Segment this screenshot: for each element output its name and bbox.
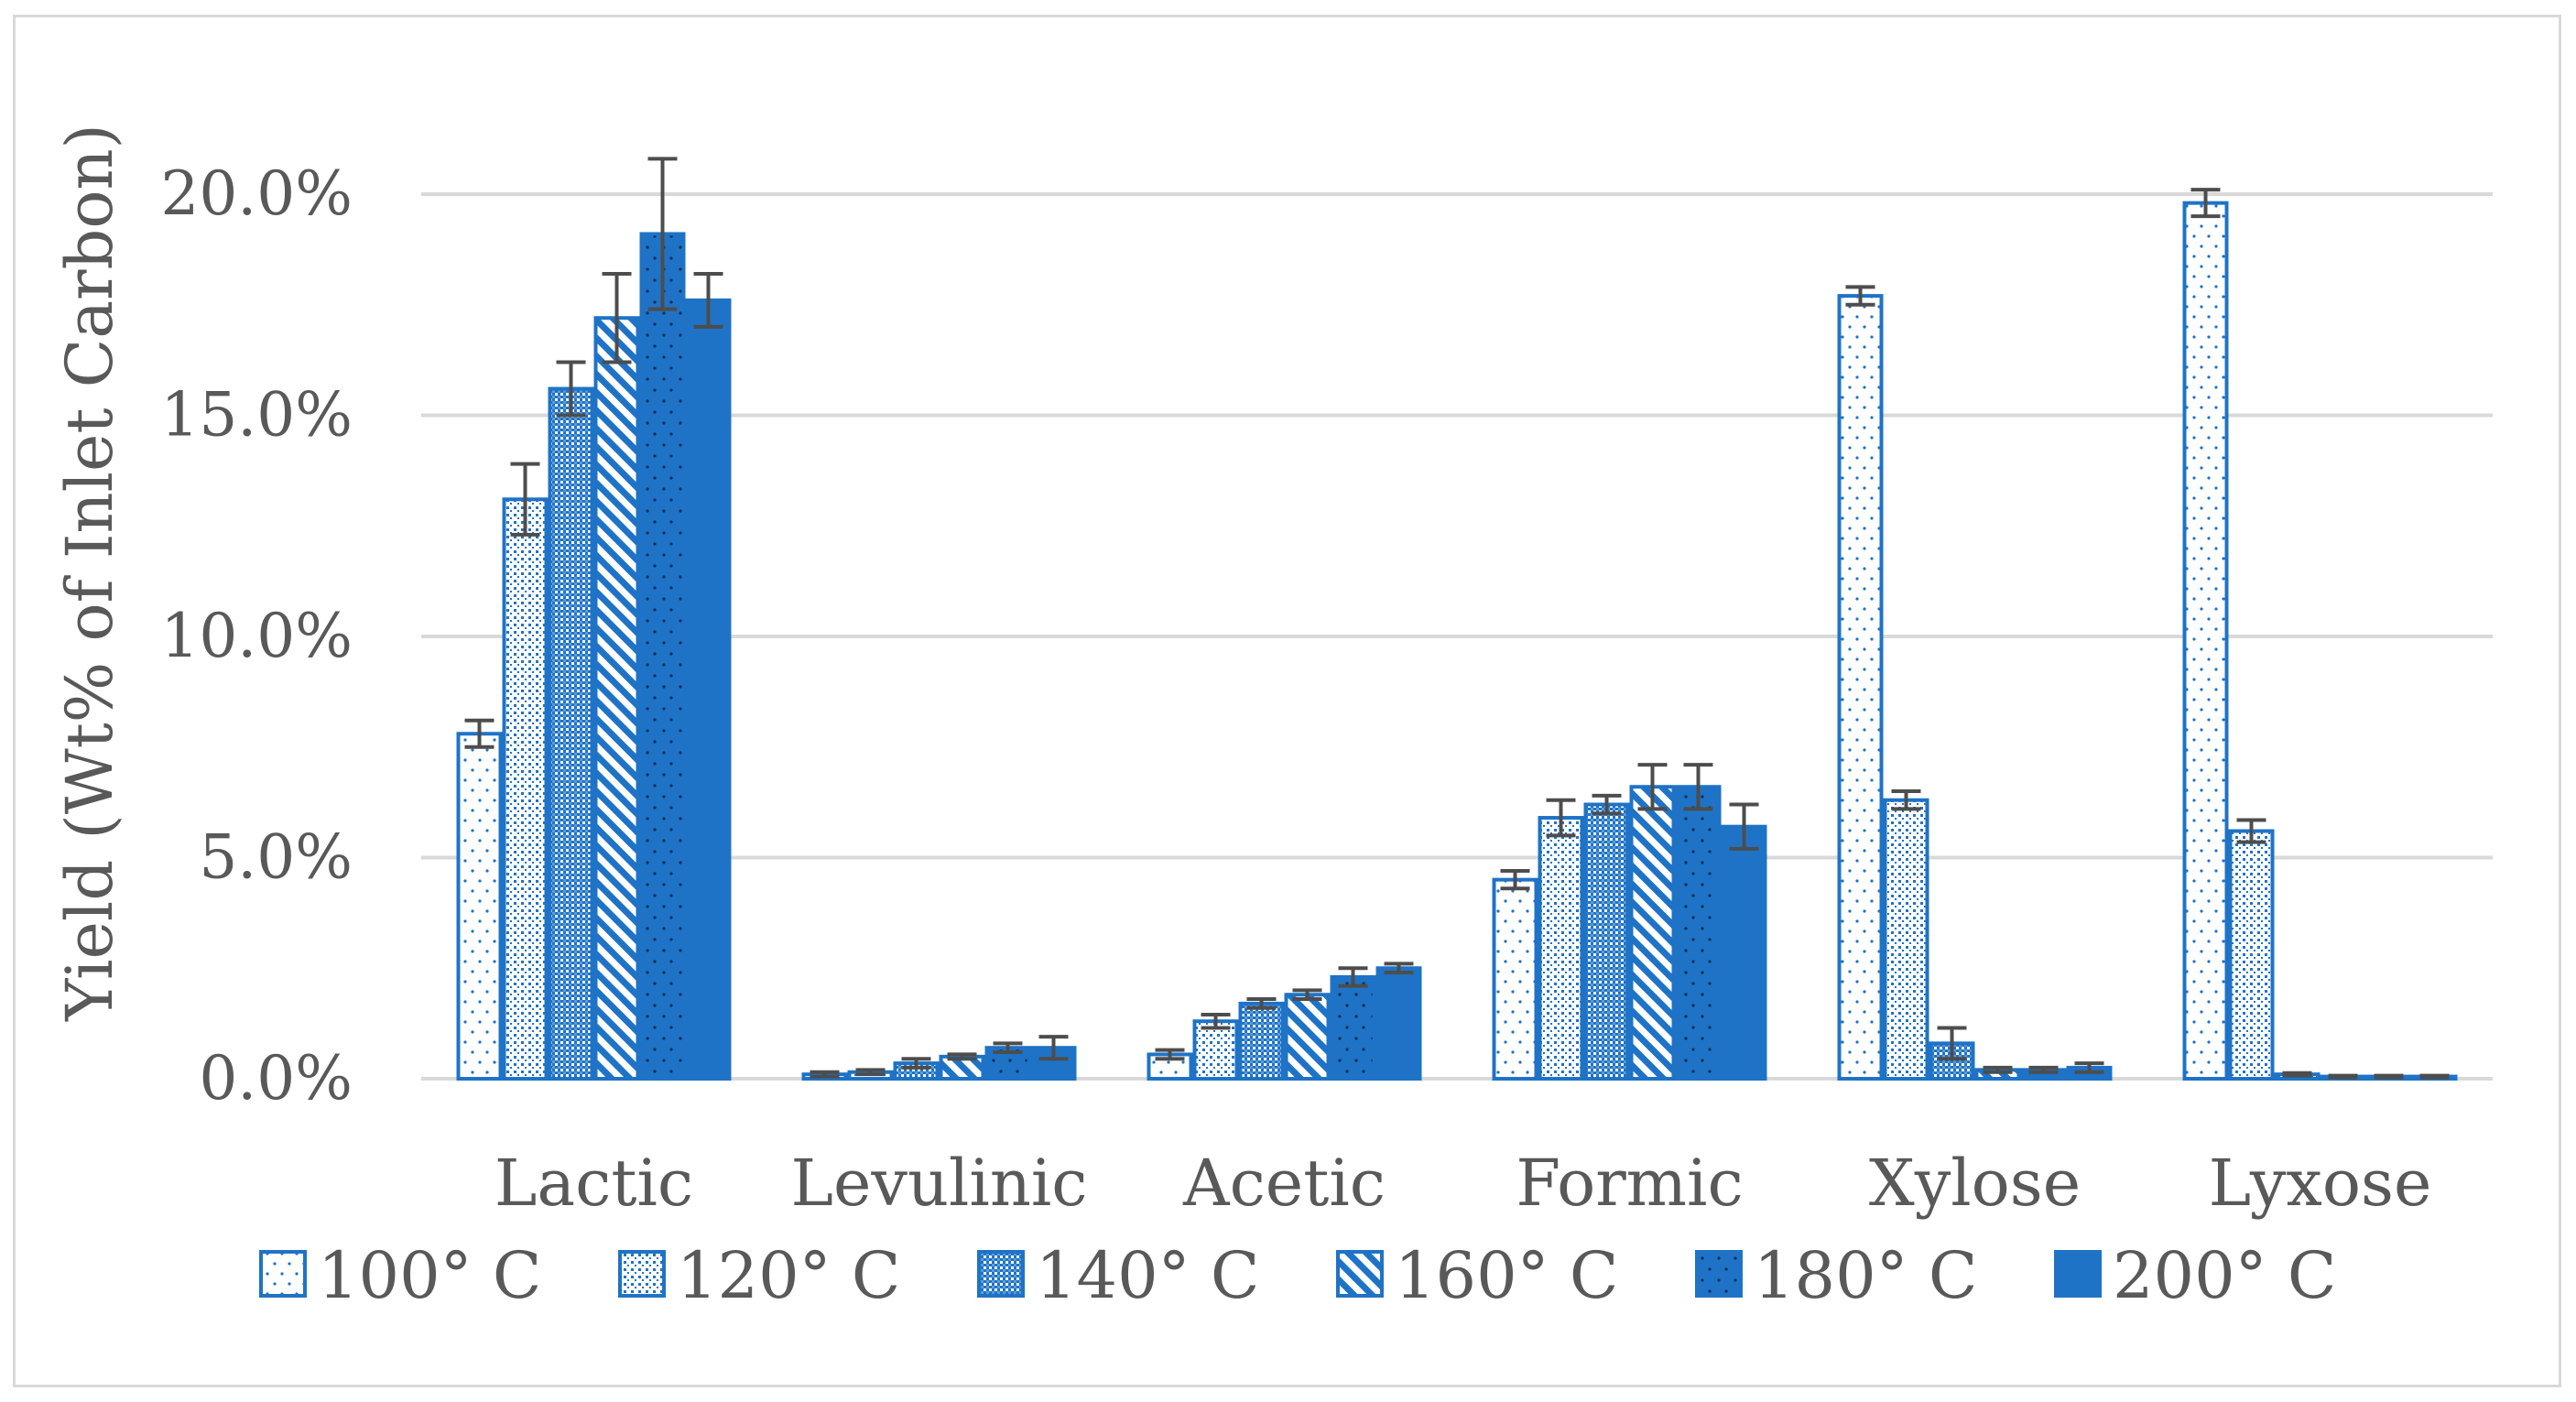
chart-frame xyxy=(13,15,2561,1387)
x-category-label: Formic xyxy=(1516,1146,1743,1221)
legend[interactable]: 100° C 120° C 140° C 160° C 180° C 200° C xyxy=(259,1238,2336,1313)
bar-lactic-160 xyxy=(593,316,640,1081)
legend-swatch xyxy=(1336,1250,1384,1298)
bar-acetic-160 xyxy=(1284,993,1331,1081)
x-category-label: Lyxose xyxy=(2209,1146,2432,1221)
legend-swatch xyxy=(977,1250,1025,1298)
bar-lactic-100 xyxy=(456,732,503,1081)
x-category-label: Lactic xyxy=(495,1146,693,1221)
legend-swatch xyxy=(2054,1250,2102,1298)
legend-swatch xyxy=(618,1250,666,1298)
bars xyxy=(456,201,2458,1081)
x-axis-categories: Lactic Levulinic Acetic Formic Xylose Lyxose xyxy=(495,1146,2431,1221)
bar-formic-200 xyxy=(1721,824,1767,1081)
legend-label: 140° C xyxy=(1036,1238,1259,1313)
legend-label: 200° C xyxy=(2113,1238,2336,1313)
legend-item[interactable]: 200° C xyxy=(2054,1238,2336,1313)
legend-item[interactable]: 160° C xyxy=(1336,1238,1618,1313)
legend-label: 120° C xyxy=(677,1238,900,1313)
bar-formic-160 xyxy=(1629,785,1676,1081)
bar-xylose-100 xyxy=(1837,294,1884,1081)
bar-acetic-180 xyxy=(1330,974,1376,1081)
bar-formic-100 xyxy=(1492,877,1538,1081)
bar-formic-120 xyxy=(1538,816,1584,1081)
x-category-label: Levulinic xyxy=(791,1146,1088,1221)
bar-lactic-200 xyxy=(685,298,732,1081)
bar-lyxose-100 xyxy=(2182,201,2229,1081)
bar-lactic-140 xyxy=(548,386,594,1081)
legend-swatch xyxy=(259,1250,307,1298)
y-axis-title: Yield (Wt% of Inlet Carbon) xyxy=(52,124,127,1022)
bar-lactic-120 xyxy=(502,497,549,1081)
x-category-label: Xylose xyxy=(1869,1146,2081,1221)
y-tick-label: 10.0% xyxy=(160,601,353,671)
legend-item[interactable]: 120° C xyxy=(618,1238,900,1313)
legend-label: 100° C xyxy=(318,1238,541,1313)
legend-item[interactable]: 100° C xyxy=(259,1238,541,1313)
bar-acetic-140 xyxy=(1238,1001,1285,1081)
bar-acetic-120 xyxy=(1192,1019,1239,1081)
gridlines xyxy=(421,192,2493,1081)
y-tick-label: 0.0% xyxy=(199,1043,353,1114)
legend-swatch xyxy=(1695,1250,1743,1298)
bar-acetic-200 xyxy=(1375,966,1422,1081)
bar-xylose-120 xyxy=(1883,798,1929,1081)
legend-label: 160° C xyxy=(1395,1238,1618,1313)
x-category-label: Acetic xyxy=(1182,1146,1386,1221)
bar-lactic-180 xyxy=(639,232,686,1081)
error-bars xyxy=(464,157,2450,1080)
y-tick-label: 15.0% xyxy=(160,380,353,451)
legend-label: 180° C xyxy=(1754,1238,1977,1313)
bar-formic-180 xyxy=(1675,785,1722,1081)
bar-formic-140 xyxy=(1583,802,1630,1081)
y-tick-label: 20.0% xyxy=(160,158,353,229)
y-tick-label: 5.0% xyxy=(199,822,353,893)
y-axis-ticks: 0.0% 5.0% 10.0% 15.0% 20.0% xyxy=(160,158,353,1114)
legend-item[interactable]: 140° C xyxy=(977,1238,1259,1313)
bar-lyxose-120 xyxy=(2228,829,2275,1081)
legend-item[interactable]: 180° C xyxy=(1695,1238,1977,1313)
